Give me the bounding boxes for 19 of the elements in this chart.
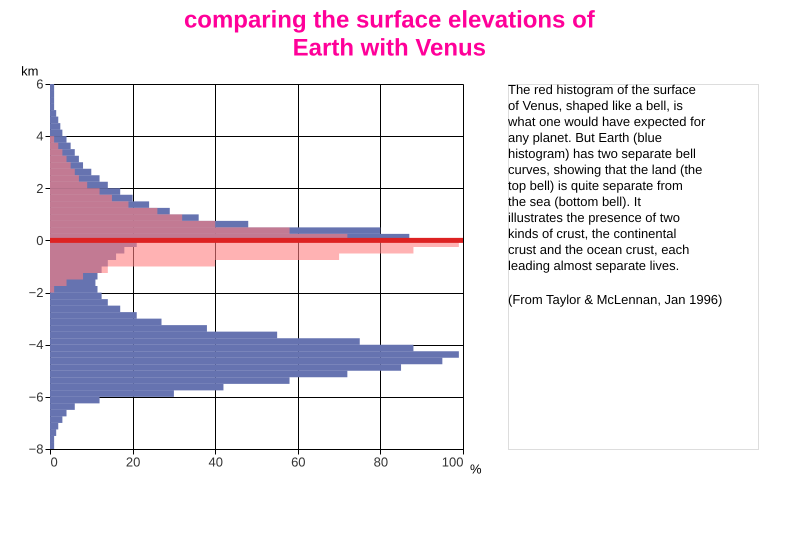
y-tick-label: 2 — [36, 180, 44, 196]
y-tick-label: −2 — [28, 285, 44, 300]
x-tick-label: 60 — [291, 454, 306, 470]
y-tick-label: 4 — [36, 128, 44, 144]
x-tick-label: 80 — [374, 454, 388, 470]
x-tick-label: 20 — [126, 454, 140, 470]
y-tick-label: −6 — [28, 389, 44, 404]
y-tick-label: 6 — [36, 76, 44, 92]
y-tick-label: 0 — [36, 232, 44, 248]
y-tick-label: −8 — [28, 442, 44, 456]
y-axis-title: km — [21, 64, 38, 78]
y-tick-label: −4 — [28, 337, 44, 352]
chart-title: comparing the surface elevations of Earth with Venus — [184, 6, 596, 62]
x-axis-title: % — [470, 462, 482, 476]
x-tick-label: 40 — [208, 454, 223, 470]
x-tick-label: 0 — [50, 454, 58, 470]
x-tick-label: 100 — [442, 454, 464, 470]
text: (From Taylor & McLennan, Jan 1996) — [508, 292, 722, 307]
text: The red histogram of the surface of Venus, shaped like a bell, is what one would have expected for any planet. But Earth (blue histogram) has two separate bell curves, showing that the land (the top bell) is quite separate from the sea (bottom bell). It illustrates the presence of two kinds of crust, the continental crust and the ocean crust, each leading almost separate lives. — [508, 82, 706, 273]
